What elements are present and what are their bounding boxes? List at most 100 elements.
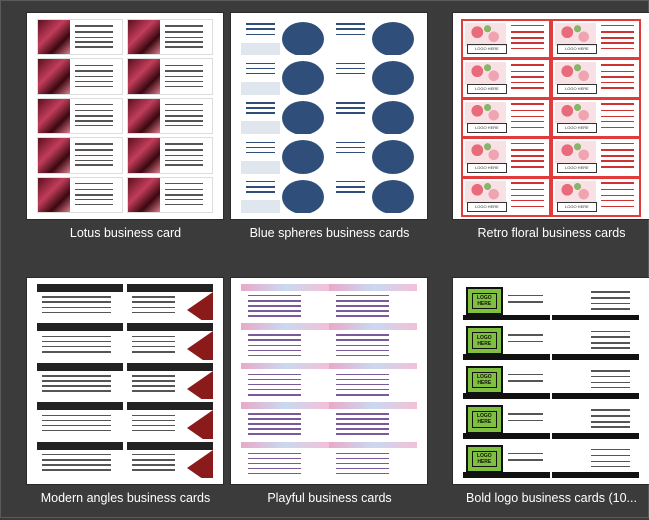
template-thumbnail[interactable]: LOGO HERE LOGO HERE LOGO HERE LOGO HERE LOGO… [453, 13, 649, 219]
footer-bar [552, 353, 639, 360]
text-line [336, 462, 389, 465]
text-line [132, 464, 176, 466]
card-preview [241, 362, 329, 400]
text-line [591, 342, 631, 344]
text-line [74, 70, 113, 72]
text-line [164, 41, 203, 43]
text-line [42, 464, 111, 466]
card-preview [127, 97, 213, 135]
card-preview [37, 402, 123, 439]
card-preview [552, 362, 639, 400]
text-line [336, 354, 389, 357]
sphere-image [282, 140, 325, 174]
text-line [132, 414, 176, 417]
text-line [511, 182, 544, 184]
text-line [336, 383, 389, 386]
text-line [248, 413, 301, 415]
sphere-image [282, 100, 325, 135]
logo-placeholder: LOGO HERE [472, 293, 497, 310]
card-preview: LOGO HERE [553, 139, 639, 176]
text-line [591, 330, 631, 333]
text-line [74, 164, 113, 166]
text-line [601, 115, 634, 118]
sphere-image [282, 21, 325, 56]
pattern-band [329, 402, 417, 409]
text-line [511, 31, 544, 33]
card-preview: LOGO HERE [463, 21, 549, 58]
text-line [336, 305, 389, 307]
template-tile-bold-logo[interactable]: LOGO HERE LOGO HERE LOGO HERE LOGO HERE LOGO… [449, 270, 649, 520]
text-line [164, 188, 203, 191]
text-line [511, 155, 544, 157]
text-line [42, 301, 111, 303]
text-line [42, 414, 111, 417]
text-line [164, 85, 203, 88]
card-preview: LOGO HERE [463, 60, 549, 97]
lotus-image [38, 98, 70, 134]
text-line [42, 385, 111, 387]
card-preview [241, 176, 327, 213]
template-thumbnail[interactable] [27, 13, 223, 219]
pattern-band [329, 441, 417, 449]
text-line [336, 102, 366, 104]
text-line [508, 294, 544, 297]
text-line [601, 188, 634, 191]
text-line [164, 64, 203, 67]
text-line [601, 205, 634, 208]
text-line [336, 334, 389, 336]
text-line [336, 112, 366, 114]
angle-shape [187, 449, 213, 478]
text-line [42, 424, 111, 427]
template-tile-modern-angles[interactable]: Modern angles business cards [23, 270, 228, 520]
text-line [336, 394, 389, 396]
text-line [591, 454, 631, 457]
floral-image [465, 141, 507, 164]
floral-image [555, 180, 597, 204]
text-line [246, 186, 276, 188]
text-line [164, 31, 203, 33]
logo-placeholder: LOGO HERE [467, 44, 507, 55]
card-preview [37, 284, 123, 321]
text-line [591, 448, 631, 451]
template-tile-blue-spheres[interactable]: Blue spheres business cards [227, 5, 432, 255]
text-line [336, 107, 366, 109]
template-tile-retro-floral[interactable]: LOGO HERE LOGO HERE LOGO HERE LOGO HERE LOGO… [449, 5, 649, 255]
text-line [336, 388, 389, 391]
text-line [511, 205, 544, 208]
sphere-image [282, 179, 325, 213]
text-line [164, 203, 203, 206]
card-preview [241, 284, 329, 321]
template-thumbnail[interactable] [231, 278, 427, 484]
footer-bar [552, 472, 639, 478]
text-line [246, 33, 276, 36]
text-line [74, 85, 113, 88]
header-bar [37, 441, 123, 450]
text-line [336, 151, 366, 154]
logo-placeholder: LOGO HERE [557, 162, 597, 173]
text-line [132, 335, 176, 338]
template-tile-playful[interactable]: Playful business cards [227, 270, 432, 520]
logo-placeholder: LOGO HERE [557, 202, 597, 212]
lotus-image [128, 177, 160, 212]
template-tile-lotus[interactable]: Lotus business card [23, 5, 228, 255]
text-line [511, 70, 544, 73]
floral-image [465, 180, 507, 204]
text-line [601, 81, 634, 83]
text-line [511, 115, 544, 118]
text-line [246, 28, 276, 30]
text-line [511, 160, 544, 162]
card-preview: LOGO HERE [463, 139, 549, 176]
text-line [246, 102, 276, 104]
text-line [248, 433, 301, 435]
text-line [74, 41, 113, 43]
text-line [248, 428, 301, 430]
text-line [164, 120, 203, 122]
text-line [132, 375, 176, 377]
text-line [336, 349, 389, 352]
template-thumbnail[interactable] [27, 278, 223, 484]
text-line [601, 166, 634, 168]
template-thumbnail[interactable]: LOGO HERE LOGO HERE LOGO HERE LOGO HERE LOGO… [453, 278, 649, 484]
text-line [591, 426, 631, 428]
template-thumbnail[interactable] [231, 13, 427, 219]
text-line [164, 143, 203, 145]
